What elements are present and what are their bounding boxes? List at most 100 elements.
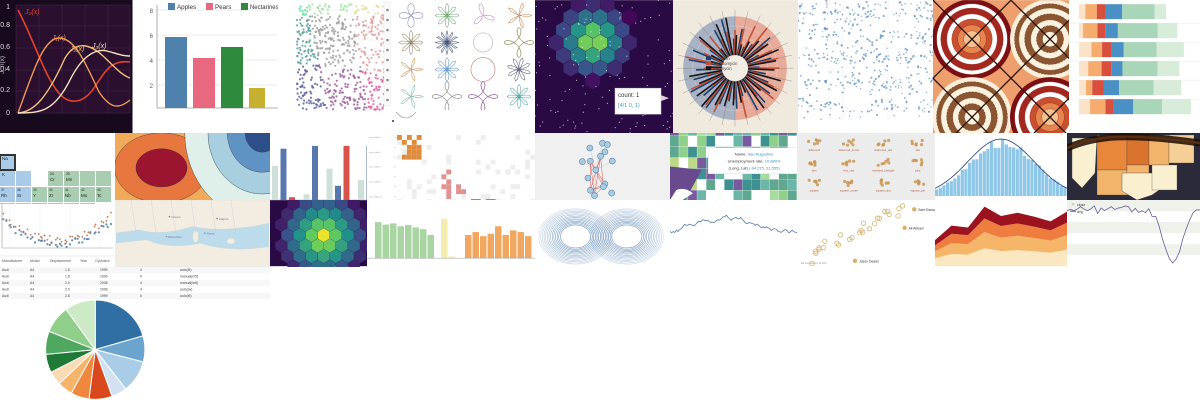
svg-text:1999: 1999 bbox=[100, 293, 108, 297]
svg-text:A4: A4 bbox=[30, 268, 34, 272]
svg-text:Sam Esmail: Sam Esmail bbox=[918, 208, 935, 212]
svg-text:A4: A4 bbox=[30, 293, 34, 297]
svg-text:auto(av): auto(av) bbox=[180, 287, 192, 291]
svg-text:dot: dot bbox=[916, 148, 920, 152]
svg-text:Tc: Tc bbox=[97, 193, 102, 198]
svg-text:Audi: Audi bbox=[2, 274, 9, 278]
svg-text:square: square bbox=[810, 189, 820, 193]
svg-text:Zagreb: Zagreb bbox=[219, 217, 229, 221]
svg-text:plus: plus bbox=[915, 169, 921, 173]
svg-text:J₁(x): J₁(x) bbox=[51, 35, 66, 42]
svg-text:A4: A4 bbox=[30, 274, 34, 278]
svg-text:series label 12: series label 12 bbox=[369, 197, 383, 199]
svg-text:37: 37 bbox=[1, 188, 5, 192]
svg-text:0.8: 0.8 bbox=[0, 22, 10, 29]
svg-text:manual(m6): manual(m6) bbox=[180, 281, 198, 285]
svg-text:series label 0: series label 0 bbox=[369, 138, 382, 140]
svg-text:2008: 2008 bbox=[100, 287, 108, 291]
svg-text:Pears: Pears bbox=[214, 4, 230, 11]
svg-text:1.8: 1.8 bbox=[65, 274, 70, 278]
svg-text:series label 3: series label 3 bbox=[369, 152, 382, 154]
svg-text:4: 4 bbox=[140, 281, 142, 285]
svg-text:Neomycin: Neomycin bbox=[713, 66, 732, 71]
svg-text:40: 40 bbox=[49, 188, 53, 192]
svg-text:France: France bbox=[171, 215, 181, 219]
svg-text:41: 41 bbox=[65, 188, 69, 192]
svg-text:A4: A4 bbox=[30, 281, 34, 285]
svg-text:diamond: diamond bbox=[808, 148, 820, 152]
svg-text:Audi: Audi bbox=[2, 281, 9, 285]
svg-text:0.6: 0.6 bbox=[0, 44, 10, 51]
svg-text:auto(l5): auto(l5) bbox=[180, 293, 192, 297]
svg-text:Ali Abbasi: Ali Abbasi bbox=[909, 227, 924, 231]
svg-text:43: 43 bbox=[97, 188, 101, 192]
svg-text:4: 4 bbox=[140, 287, 142, 291]
svg-text:6: 6 bbox=[140, 293, 142, 297]
svg-text:38: 38 bbox=[17, 188, 21, 192]
svg-text:square_cross: square_cross bbox=[840, 189, 859, 193]
svg-text:J₀(x): J₀(x) bbox=[24, 9, 40, 16]
svg-text:Nb: Nb bbox=[65, 193, 71, 198]
svg-text:Na: Na bbox=[2, 156, 8, 161]
svg-text:Apples: Apples bbox=[177, 4, 196, 11]
svg-text:Model: Model bbox=[30, 259, 40, 263]
svg-text:Displacement: Displacement bbox=[50, 259, 71, 263]
svg-text:count: 1: count: 1 bbox=[618, 93, 640, 99]
svg-text:Y: Y bbox=[33, 193, 36, 198]
svg-text:4: 4 bbox=[140, 268, 142, 272]
svg-text:Nectarines: Nectarines bbox=[249, 5, 277, 11]
svg-text:Audi: Audi bbox=[2, 268, 9, 272]
svg-text:2.0: 2.0 bbox=[65, 287, 70, 291]
svg-text:0.2: 0.2 bbox=[0, 87, 10, 94]
svg-text:Sr: Sr bbox=[17, 193, 22, 198]
svg-text:J₂(x): J₂(x) bbox=[69, 46, 84, 53]
svg-text:square_pin: square_pin bbox=[910, 189, 925, 193]
svg-text:Manufacturer: Manufacturer bbox=[2, 259, 23, 263]
svg-text:Jason Deans: Jason Deans bbox=[859, 260, 879, 264]
svg-text:auto(l5): auto(l5) bbox=[180, 268, 192, 272]
svg-text:Cr: Cr bbox=[50, 177, 55, 182]
svg-text:1.8: 1.8 bbox=[65, 268, 70, 272]
svg-text:1999: 1999 bbox=[100, 268, 108, 272]
svg-text:(Long, Lat) (-94.215, 31.555): (Long, Lat) (-94.215, 31.555) bbox=[729, 166, 781, 171]
svg-text:Year: Year bbox=[80, 259, 88, 263]
svg-text:25: 25 bbox=[66, 172, 70, 176]
svg-text:Unemployment rate: 10.880%: Unemployment rate: 10.880% bbox=[728, 159, 781, 164]
svg-text:inverted_triangle: inverted_triangle bbox=[872, 169, 895, 173]
svg-text:2.0: 2.0 bbox=[65, 281, 70, 285]
svg-text:Roma: Roma bbox=[207, 232, 215, 236]
svg-text:4: 4 bbox=[140, 274, 142, 278]
svg-text:24: 24 bbox=[50, 172, 54, 176]
svg-text:Rb: Rb bbox=[1, 193, 7, 198]
svg-text:life expectancy at birth: life expectancy at birth bbox=[801, 261, 827, 265]
svg-text:2.8: 2.8 bbox=[65, 293, 70, 297]
svg-text:Zr: Zr bbox=[49, 193, 54, 198]
svg-text:1999: 1999 bbox=[100, 274, 108, 278]
svg-text:Mo: Mo bbox=[81, 193, 88, 198]
svg-text:Barcelona: Barcelona bbox=[168, 235, 182, 239]
svg-text:Audi: Audi bbox=[2, 293, 9, 297]
svg-text:Mn: Mn bbox=[66, 177, 73, 182]
svg-text:1: 1 bbox=[6, 4, 10, 11]
svg-text:Name: San Augustine: Name: San Augustine bbox=[735, 152, 774, 157]
svg-text:hex: hex bbox=[812, 169, 817, 173]
svg-text:square_dot: square_dot bbox=[876, 189, 891, 193]
svg-text:J_n(x): J_n(x) bbox=[0, 56, 6, 74]
svg-text:avg: avg bbox=[1077, 210, 1083, 214]
svg-text:42: 42 bbox=[81, 188, 85, 192]
svg-text:39: 39 bbox=[33, 188, 37, 192]
svg-text:series label 6: series label 6 bbox=[369, 167, 382, 169]
svg-text:series label 9: series label 9 bbox=[369, 182, 382, 184]
svg-text:Audi: Audi bbox=[2, 287, 9, 291]
svg-text:2008: 2008 bbox=[100, 281, 108, 285]
svg-text:hex_dot: hex_dot bbox=[843, 169, 854, 173]
svg-text:J₃(x): J₃(x) bbox=[91, 43, 106, 50]
svg-text:diamond_dot: diamond_dot bbox=[875, 148, 893, 152]
svg-text:0: 0 bbox=[6, 110, 10, 117]
svg-text:diamond_cross: diamond_cross bbox=[839, 148, 860, 152]
svg-text:Cylinders: Cylinders bbox=[95, 259, 110, 263]
svg-text:[4/1 0, 1): [4/1 0, 1) bbox=[618, 103, 640, 109]
svg-text:K: K bbox=[2, 172, 5, 177]
svg-text:manual(m5): manual(m5) bbox=[180, 274, 198, 278]
svg-text:A4: A4 bbox=[30, 287, 34, 291]
